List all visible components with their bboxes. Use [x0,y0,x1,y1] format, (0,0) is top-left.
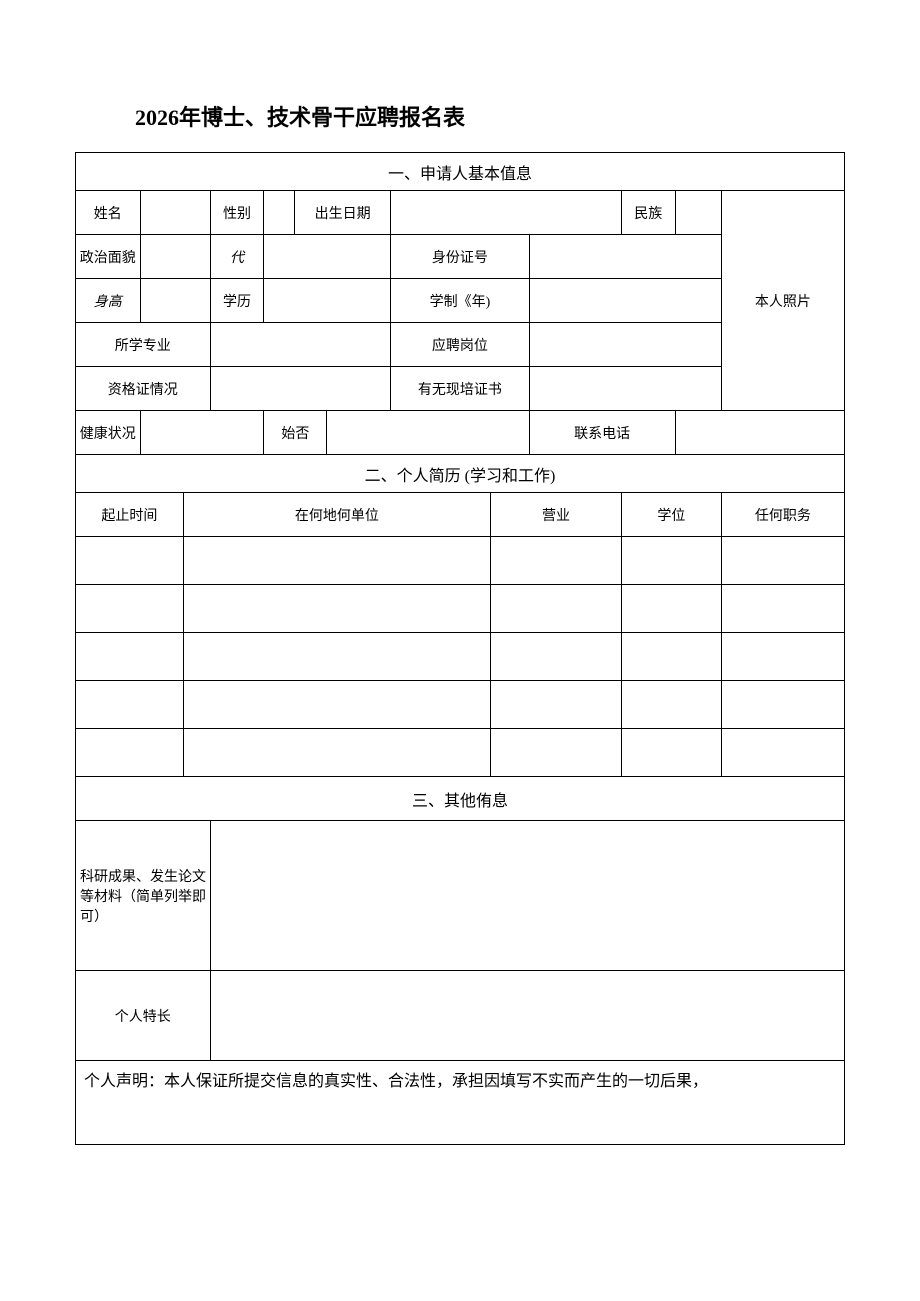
materials-label: 科研成果、发生论文等材料（简单列举即可） [76,821,211,971]
table-row[interactable] [76,585,184,633]
training-label: 有无现培证书 [391,367,529,411]
phone-label: 联系电话 [529,411,675,455]
cert-value[interactable] [210,367,391,411]
gender-label: 性别 [210,191,264,235]
table-row[interactable] [721,537,844,585]
name-value[interactable] [140,191,210,235]
name-label: 姓名 [76,191,141,235]
table-row[interactable] [491,585,622,633]
political-label: 政治面貌 [76,235,141,279]
application-form-table: 一、申请人基本值息 姓名 性别 出生日期 民族 本人照片 政治面貌 代 身份证号… [75,152,845,1145]
birthdate-label: 出生日期 [295,191,391,235]
ethnicity-label: 民族 [621,191,675,235]
idcard-label: 身份证号 [391,235,529,279]
table-row[interactable] [491,633,622,681]
specialty-label: 个人特长 [76,971,211,1061]
personal-statement: 个人声明：本人保证所提交信息的真实性、合法性，承担因填写不实而产生的一切后果， [76,1061,845,1145]
position-value[interactable] [529,323,721,367]
cert-label: 资格证情况 [76,367,211,411]
table-row[interactable] [76,681,184,729]
table-row[interactable] [491,681,622,729]
specialty-value[interactable] [210,971,844,1061]
table-row[interactable] [183,681,491,729]
height-value[interactable] [140,279,210,323]
resume-col-where: 在何地何单位 [183,493,491,537]
major-value[interactable] [210,323,391,367]
table-row[interactable] [76,537,184,585]
table-row[interactable] [721,729,844,777]
table-row[interactable] [183,537,491,585]
education-label: 学历 [210,279,264,323]
section2-header: 二、个人简历 (学习和工作) [76,455,845,493]
dai-label: 代 [210,235,264,279]
table-row[interactable] [721,681,844,729]
health-label: 健康状况 [76,411,141,455]
major-label: 所学专业 [76,323,211,367]
table-row[interactable] [621,537,721,585]
education-value[interactable] [264,279,391,323]
table-row[interactable] [621,585,721,633]
birthdate-value[interactable] [391,191,622,235]
position-label: 应聘岗位 [391,323,529,367]
table-row[interactable] [183,729,491,777]
start-label: 始否 [264,411,327,455]
materials-value[interactable] [210,821,844,971]
table-row[interactable] [76,729,184,777]
start-value[interactable] [327,411,529,455]
table-row[interactable] [621,681,721,729]
photo-cell[interactable]: 本人照片 [721,191,844,411]
table-row[interactable] [183,633,491,681]
ethnicity-value[interactable] [675,191,721,235]
table-row[interactable] [76,633,184,681]
phone-value[interactable] [675,411,844,455]
resume-col-degree: 学位 [621,493,721,537]
table-row[interactable] [491,729,622,777]
table-row[interactable] [183,585,491,633]
resume-col-business: 营业 [491,493,622,537]
section3-header: 三、其他侑息 [76,777,845,821]
resume-col-duty: 任何职务 [721,493,844,537]
health-value[interactable] [140,411,264,455]
schooling-value[interactable] [529,279,721,323]
training-value[interactable] [529,367,721,411]
height-label: 身高 [76,279,141,323]
schooling-label: 学制《年) [391,279,529,323]
table-row[interactable] [721,585,844,633]
table-row[interactable] [621,729,721,777]
political-value[interactable] [140,235,210,279]
table-row[interactable] [491,537,622,585]
resume-col-period: 起止时间 [76,493,184,537]
section1-header: 一、申请人基本值息 [76,153,845,191]
form-title: 2026年博士、技术骨干应聘报名表 [135,100,845,132]
table-row[interactable] [721,633,844,681]
idcard-value[interactable] [529,235,721,279]
table-row[interactable] [621,633,721,681]
gender-value[interactable] [264,191,295,235]
dai-value[interactable] [264,235,391,279]
